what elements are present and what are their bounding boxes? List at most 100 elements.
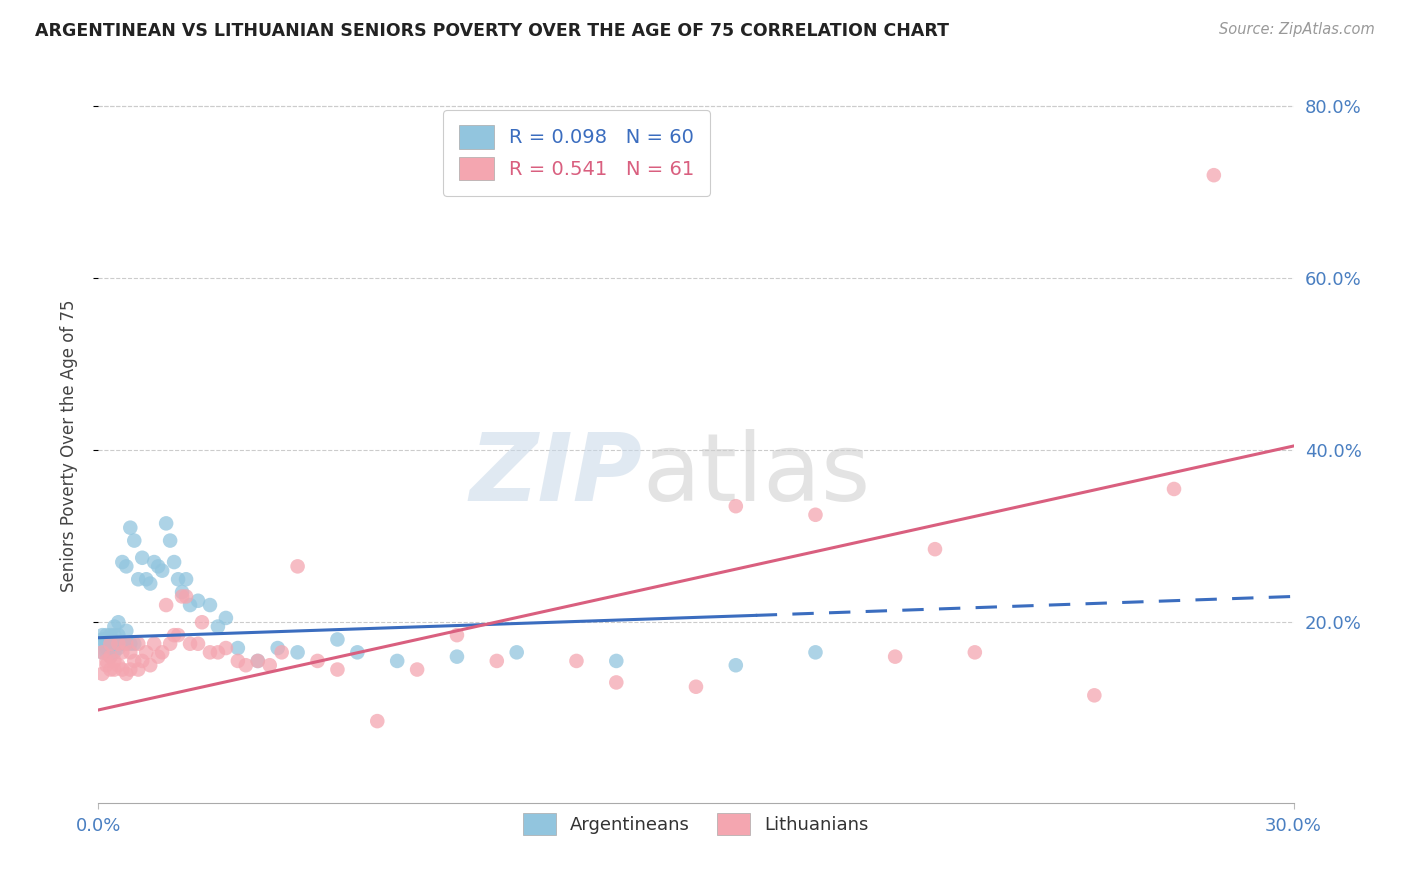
- Text: atlas: atlas: [643, 428, 870, 521]
- Point: [127, 637, 149, 651]
- Point: [179, 637, 201, 651]
- Point: [98, 663, 122, 677]
- Point: [115, 637, 138, 651]
- Point: [148, 559, 170, 574]
- Point: [198, 645, 221, 659]
- Point: [1202, 168, 1225, 182]
- Point: [172, 590, 194, 604]
- Point: [307, 654, 329, 668]
- Point: [605, 654, 627, 668]
- Point: [135, 572, 157, 586]
- Text: ARGENTINEAN VS LITHUANIAN SENIORS POVERTY OVER THE AGE OF 75 CORRELATION CHART: ARGENTINEAN VS LITHUANIAN SENIORS POVERT…: [35, 22, 949, 40]
- Point: [124, 637, 146, 651]
- Point: [565, 654, 588, 668]
- Point: [226, 654, 249, 668]
- Point: [107, 628, 129, 642]
- Point: [111, 637, 134, 651]
- Point: [98, 649, 122, 664]
- Point: [91, 628, 114, 642]
- Point: [96, 632, 118, 647]
- Point: [107, 615, 129, 630]
- Point: [167, 628, 190, 642]
- Point: [724, 658, 747, 673]
- Point: [246, 654, 269, 668]
- Point: [120, 663, 142, 677]
- Point: [174, 590, 197, 604]
- Point: [187, 593, 209, 607]
- Point: [91, 645, 114, 659]
- Point: [115, 637, 138, 651]
- Point: [446, 649, 468, 664]
- Point: [111, 663, 134, 677]
- Point: [143, 555, 166, 569]
- Point: [326, 663, 349, 677]
- Point: [98, 649, 122, 664]
- Point: [215, 641, 238, 656]
- Y-axis label: Seniors Poverty Over the Age of 75: Seniors Poverty Over the Age of 75: [59, 300, 77, 592]
- Point: [124, 654, 146, 668]
- Point: [724, 499, 747, 513]
- Point: [111, 555, 134, 569]
- Point: [103, 654, 125, 668]
- Point: [115, 624, 138, 638]
- Point: [96, 654, 118, 668]
- Point: [174, 572, 197, 586]
- Point: [207, 645, 229, 659]
- Point: [150, 564, 173, 578]
- Point: [98, 637, 122, 651]
- Point: [127, 572, 149, 586]
- Point: [406, 663, 429, 677]
- Point: [107, 637, 129, 651]
- Point: [179, 598, 201, 612]
- Point: [167, 572, 190, 586]
- Point: [485, 654, 508, 668]
- Legend: Argentineans, Lithuanians: Argentineans, Lithuanians: [515, 804, 877, 844]
- Point: [804, 645, 827, 659]
- Point: [163, 628, 186, 642]
- Point: [107, 637, 129, 651]
- Point: [98, 641, 122, 656]
- Point: [235, 658, 257, 673]
- Point: [155, 598, 177, 612]
- Point: [139, 658, 162, 673]
- Point: [963, 645, 986, 659]
- Point: [259, 658, 281, 673]
- Point: [120, 521, 142, 535]
- Point: [605, 675, 627, 690]
- Point: [287, 645, 309, 659]
- Point: [1083, 689, 1105, 703]
- Point: [159, 637, 181, 651]
- Point: [96, 641, 118, 656]
- Point: [385, 654, 409, 668]
- Point: [91, 645, 114, 659]
- Point: [159, 533, 181, 548]
- Point: [270, 645, 292, 659]
- Point: [924, 542, 946, 557]
- Point: [287, 559, 309, 574]
- Point: [207, 619, 229, 633]
- Point: [135, 645, 157, 659]
- Point: [103, 663, 125, 677]
- Point: [172, 585, 194, 599]
- Point: [107, 658, 129, 673]
- Point: [685, 680, 707, 694]
- Point: [103, 619, 125, 633]
- Point: [226, 641, 249, 656]
- Point: [103, 645, 125, 659]
- Point: [326, 632, 349, 647]
- Point: [187, 637, 209, 651]
- Point: [143, 637, 166, 651]
- Point: [96, 628, 118, 642]
- Point: [98, 628, 122, 642]
- Point: [366, 714, 388, 728]
- Point: [91, 666, 114, 681]
- Text: Source: ZipAtlas.com: Source: ZipAtlas.com: [1219, 22, 1375, 37]
- Point: [98, 637, 122, 651]
- Point: [155, 516, 177, 531]
- Point: [120, 645, 142, 659]
- Point: [346, 645, 368, 659]
- Point: [127, 663, 149, 677]
- Point: [96, 645, 118, 659]
- Point: [506, 645, 529, 659]
- Text: ZIP: ZIP: [470, 428, 643, 521]
